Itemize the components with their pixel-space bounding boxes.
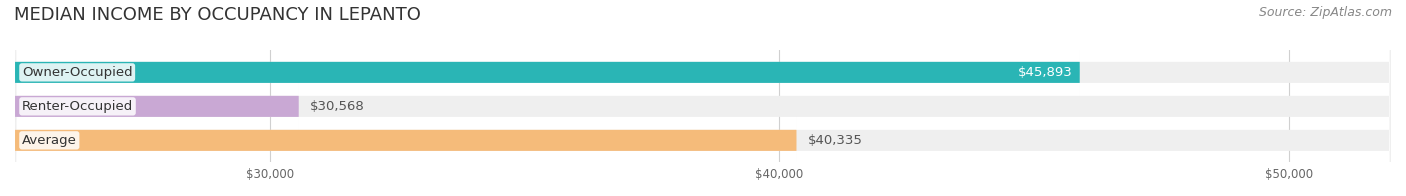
FancyBboxPatch shape (15, 0, 1391, 196)
Text: Average: Average (22, 134, 77, 147)
Text: $40,335: $40,335 (807, 134, 862, 147)
FancyBboxPatch shape (15, 83, 298, 130)
Text: $30,568: $30,568 (309, 100, 364, 113)
Text: Owner-Occupied: Owner-Occupied (22, 66, 132, 79)
Text: Renter-Occupied: Renter-Occupied (22, 100, 134, 113)
FancyBboxPatch shape (15, 49, 1080, 96)
FancyBboxPatch shape (15, 117, 797, 164)
Text: MEDIAN INCOME BY OCCUPANCY IN LEPANTO: MEDIAN INCOME BY OCCUPANCY IN LEPANTO (14, 6, 420, 24)
FancyBboxPatch shape (15, 0, 1391, 196)
FancyBboxPatch shape (15, 0, 1391, 196)
Text: $45,893: $45,893 (1018, 66, 1073, 79)
Text: Source: ZipAtlas.com: Source: ZipAtlas.com (1258, 6, 1392, 19)
